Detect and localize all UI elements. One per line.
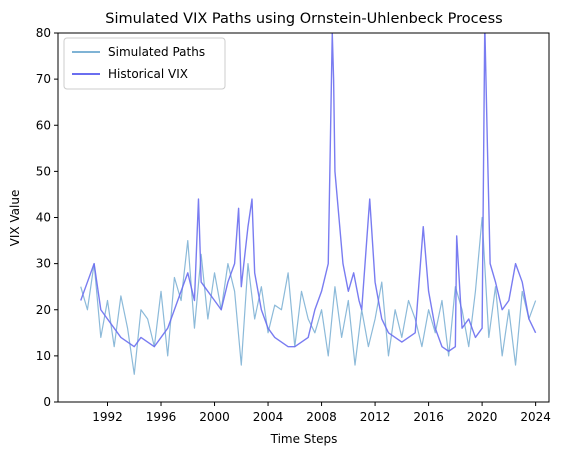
y-tick-label: 70 [36, 72, 51, 86]
x-tick-label: 1992 [92, 410, 123, 424]
y-tick-label: 20 [36, 303, 51, 317]
y-tick-label: 0 [43, 395, 51, 409]
chart-title: Simulated VIX Paths using Ornstein-Uhlen… [105, 11, 502, 27]
y-axis-label: VIX Value [8, 190, 22, 247]
y-tick-label: 30 [36, 257, 51, 271]
y-tick-label: 50 [36, 164, 51, 178]
x-tick-label: 2024 [520, 410, 551, 424]
x-tick-label: 2000 [199, 410, 230, 424]
legend: Simulated Paths Historical VIX [64, 38, 225, 89]
x-tick-label: 2012 [360, 410, 391, 424]
x-axis-ticks: 1992 1996 2000 2004 2008 2012 2016 2020 2024 [92, 402, 551, 424]
x-tick-label: 2020 [467, 410, 498, 424]
y-tick-label: 60 [36, 118, 51, 132]
y-tick-label: 80 [36, 26, 51, 40]
legend-label-simulated-paths: Simulated Paths [108, 45, 205, 59]
legend-label-historical-vix: Historical VIX [108, 67, 188, 81]
x-tick-label: 2004 [253, 410, 284, 424]
x-tick-label: 2016 [413, 410, 444, 424]
y-tick-label: 10 [36, 349, 51, 363]
x-tick-label: 2008 [306, 410, 337, 424]
y-tick-label: 40 [36, 211, 51, 225]
x-axis-label: Time Steps [270, 432, 338, 446]
x-tick-label: 1996 [146, 410, 177, 424]
